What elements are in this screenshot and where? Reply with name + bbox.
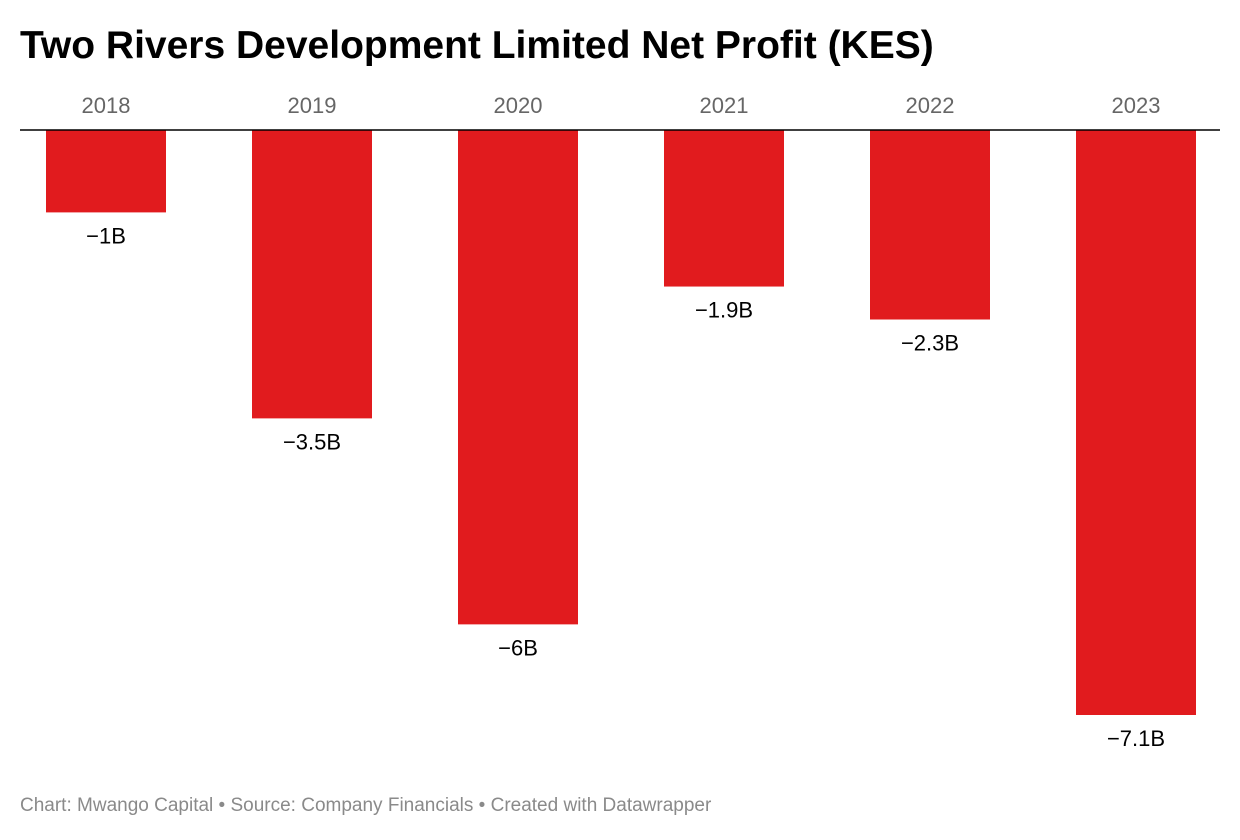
bar-2021 [664,130,784,287]
footer-separator: • [213,795,231,816]
category-label-2021: 2021 [700,93,749,118]
bars [46,130,1196,715]
category-label-2023: 2023 [1112,93,1161,118]
bar-2023 [1076,130,1196,715]
category-label-2022: 2022 [906,93,955,118]
chart-footer: Chart: Mwango Capital • Source: Company … [20,793,711,819]
value-label-2019: −3.5B [283,429,341,454]
category-label-2019: 2019 [288,93,337,118]
value-label-2022: −2.3B [901,331,959,356]
category-labels: 2018 2019 2020 2021 2022 2023 [82,93,1161,118]
footer-tool: Created with Datawrapper [490,795,712,816]
bar-2019 [252,130,372,419]
value-label-2021: −1.9B [695,298,753,323]
category-label-2018: 2018 [82,93,131,118]
bar-2022 [870,130,990,320]
bar-2020 [458,130,578,625]
value-labels: −1B −3.5B −6B −1.9B −2.3B −7.1B [86,223,1165,751]
category-label-2020: 2020 [494,93,543,118]
value-label-2023: −7.1B [1107,726,1165,751]
bar-2018 [46,130,166,213]
value-label-2020: −6B [498,635,538,660]
chart-title: Two Rivers Development Limited Net Profi… [20,24,934,67]
footer-source: Source: Company Financials [230,795,474,816]
footer-separator: • [473,795,491,816]
value-label-2018: −1B [86,223,126,248]
footer-credit: Chart: Mwango Capital [20,795,214,816]
